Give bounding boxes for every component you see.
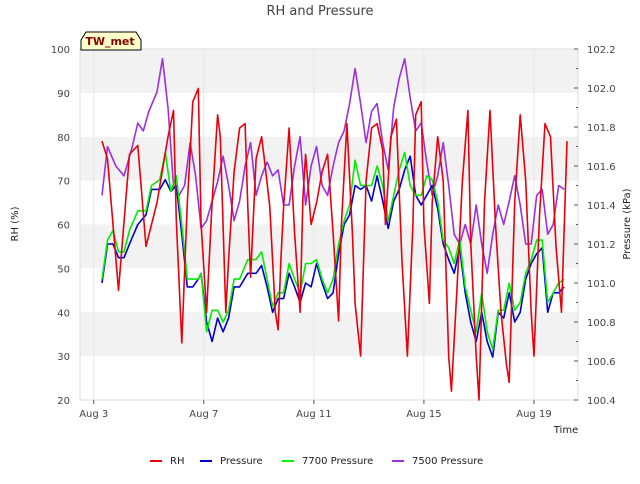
station-badge: TW_met	[80, 31, 142, 51]
legend-label: Pressure	[220, 456, 263, 467]
y-tick-label-left: 50	[57, 264, 70, 275]
station-badge-label: TW_met	[85, 35, 134, 48]
x-tick-label: Aug 11	[296, 409, 331, 420]
y-tick-label-right: 100.8	[587, 318, 616, 329]
y-tick-label-left: 90	[57, 89, 70, 100]
y-tick-label-right: 100.4	[587, 396, 616, 407]
y-tick-label-right: 102.0	[587, 84, 616, 95]
grid-band	[80, 49, 578, 93]
x-tick-label: Aug 7	[189, 409, 218, 420]
chart-title: RH and Pressure	[266, 4, 373, 19]
y-tick-label-right: 102.2	[587, 45, 616, 56]
series-layer	[101, 57, 568, 401]
legend-item-pressure: Pressure	[200, 456, 263, 467]
y-tick-label-left: 40	[57, 308, 70, 319]
x-tick-label: Aug 15	[406, 409, 441, 420]
y-tick-label-left: 80	[57, 133, 70, 144]
legend-item-7500-pressure: 7500 Pressure	[392, 456, 483, 467]
grid-band	[80, 224, 578, 269]
grid-bands	[80, 49, 578, 357]
y-axis-right: 100.4 100.6 100.8 101.0 101.2 101.4 101.6 101.8…	[574, 45, 616, 407]
x-tick-label: Aug 19	[516, 409, 551, 420]
y-tick-label-right: 101.2	[587, 240, 616, 251]
y-tick-label-right: 101.8	[587, 123, 616, 134]
y-axis-right-title: Pressure (kPa)	[622, 188, 633, 259]
y-tick-label-left: 70	[57, 177, 70, 188]
x-axis-title: Time	[553, 425, 578, 436]
legend-label: RH	[170, 456, 184, 467]
y-tick-label-right: 100.6	[587, 357, 616, 368]
legend-label: 7700 Pressure	[302, 456, 373, 467]
x-tick-label: Aug 3	[79, 409, 108, 420]
legend: RH Pressure 7700 Pressure 7500 Pressure	[150, 456, 483, 467]
legend-item-rh: RH	[150, 456, 184, 467]
station-badge-box	[80, 31, 142, 51]
legend-item-7700-pressure: 7700 Pressure	[282, 456, 373, 467]
y-tick-label-right: 101.6	[587, 162, 616, 173]
y-tick-label-right: 101.0	[587, 279, 616, 290]
y-tick-label-left: 30	[57, 352, 70, 363]
y-tick-label-left: 20	[57, 396, 70, 407]
x-axis: Aug 3 Aug 7 Aug 11 Aug 15 Aug 19	[79, 400, 552, 420]
y-axis-left-title: RH (%)	[10, 206, 21, 241]
y-axis-left: 20 30 40 50 60 70 80 90 100	[51, 45, 70, 407]
y-tick-label-left: 60	[57, 221, 70, 232]
series-line-rh	[101, 87, 568, 401]
y-tick-label-right: 101.4	[587, 201, 616, 212]
series-line-7500-pressure	[101, 57, 565, 275]
y-tick-label-left: 100	[51, 45, 70, 56]
legend-label: 7500 Pressure	[412, 456, 483, 467]
